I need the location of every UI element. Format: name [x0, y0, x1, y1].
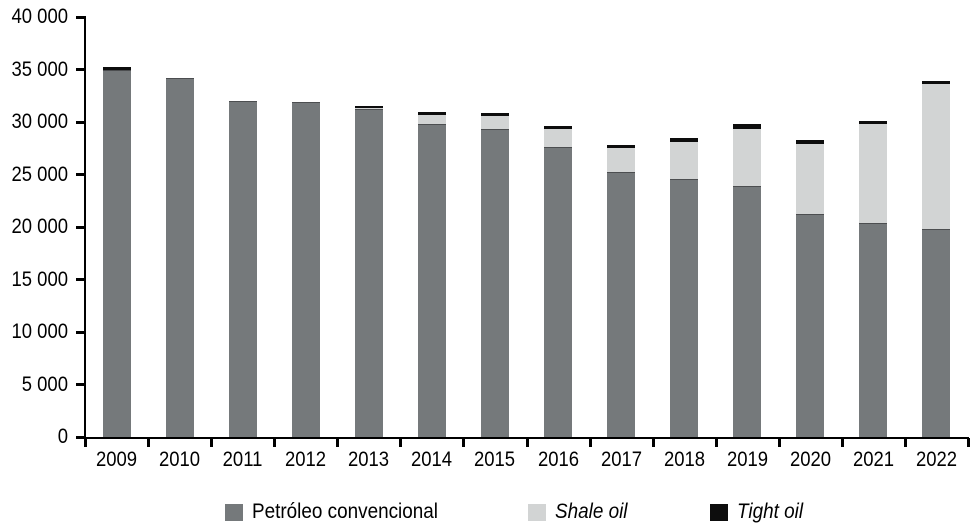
x-axis-label-2016: 2016	[537, 448, 579, 471]
x-axis-label-2022: 2022	[915, 448, 958, 471]
bar-segment-shale-oil-2016	[544, 129, 573, 148]
x-axis-tick	[210, 438, 214, 447]
y-axis-tick-label: 20 000	[11, 215, 68, 238]
x-axis-label-2009: 2009	[95, 448, 138, 471]
x-axis-tick	[840, 438, 844, 447]
y-axis-tick	[76, 278, 85, 281]
y-axis-tick	[76, 435, 85, 439]
legend-swatch-tight-oil	[710, 503, 728, 521]
y-axis-tick	[76, 15, 85, 19]
bar-segment-tight-oil-2020	[796, 139, 825, 145]
x-axis-label-2021: 2021	[852, 448, 894, 471]
bar-segment-petr-leo-convencional-2021	[859, 222, 888, 437]
bar-segment-petr-leo-convencional-2019	[733, 186, 762, 437]
bar-segment-tight-oil-2017	[607, 144, 636, 149]
x-axis-tick	[84, 438, 87, 447]
x-axis-tick	[903, 438, 907, 447]
y-axis-tick-label: 15 000	[11, 267, 68, 291]
y-axis-line	[84, 16, 86, 439]
x-axis-tick	[147, 438, 151, 447]
bar-segment-shale-oil-2013	[354, 107, 383, 110]
legend-item-tight-oil: Tight oil	[710, 498, 810, 526]
bar-segment-shale-oil-2021	[859, 124, 888, 223]
x-axis-tick	[714, 438, 718, 447]
y-axis-tick	[76, 330, 85, 334]
bar-segment-shale-oil-2018	[670, 141, 699, 179]
legend-label-tight-oil: Tight oil	[737, 500, 804, 523]
bar-segment-petr-leo-convencional-2016	[544, 147, 573, 437]
legend: Petróleo convencional Shale oil Tight oi…	[0, 498, 973, 528]
x-axis-label-2018: 2018	[663, 448, 705, 471]
x-axis-label-2013: 2013	[348, 448, 390, 471]
x-axis-tick	[777, 438, 781, 447]
legend-swatch-shale-oil	[528, 503, 546, 521]
legend-item-shale-oil: Shale oil	[528, 498, 636, 526]
bar-segment-tight-oil-2009	[102, 66, 131, 70]
bar-segment-shale-oil-2014	[417, 115, 446, 125]
bar-segment-tight-oil-2016	[544, 125, 573, 130]
bar-segment-shale-oil-2015	[480, 115, 509, 130]
bar-segment-petr-leo-convencional-2015	[480, 129, 509, 437]
x-axis-tick	[462, 438, 466, 447]
x-axis-label-2012: 2012	[285, 448, 327, 471]
y-axis-tick-label: 40 000	[11, 5, 68, 28]
x-axis-label-2019: 2019	[726, 448, 768, 471]
y-axis-tick-label: 10 000	[11, 320, 68, 343]
legend-label-petroleo-convencional: Petróleo convencional	[252, 500, 438, 523]
y-axis-tick	[76, 120, 85, 124]
y-axis-tick-label: 35 000	[11, 57, 68, 81]
x-axis-tick	[651, 438, 655, 447]
bar-segment-shale-oil-2017	[607, 148, 636, 173]
bar-segment-petr-leo-convencional-2013	[354, 109, 383, 437]
y-axis-tick	[76, 225, 85, 229]
x-axis-tick	[967, 438, 970, 447]
y-axis-tick-label: 5 000	[21, 372, 68, 396]
y-axis-tick	[76, 68, 85, 71]
y-axis-tick	[76, 383, 85, 386]
x-axis-tick	[525, 438, 529, 447]
bar-segment-petr-leo-convencional-2012	[291, 102, 320, 437]
bar-segment-tight-oil-2019	[733, 124, 762, 130]
bar-segment-shale-oil-2019	[733, 129, 762, 187]
x-axis-tick	[399, 438, 403, 447]
bar-segment-shale-oil-2020	[796, 144, 825, 215]
x-axis-label-2011: 2011	[222, 448, 263, 471]
x-axis-tick	[273, 438, 277, 447]
bar-segment-petr-leo-convencional-2017	[607, 172, 636, 437]
x-axis-label-2015: 2015	[474, 448, 516, 471]
bar-segment-tight-oil-2013	[354, 105, 383, 108]
bar-segment-tight-oil-2021	[859, 120, 888, 125]
bar-segment-petr-leo-convencional-2022	[922, 229, 951, 437]
bar-segment-tight-oil-2014	[417, 112, 446, 116]
y-axis-tick-label: 0	[57, 425, 68, 448]
bar-segment-tight-oil-2018	[670, 137, 699, 142]
x-axis-tick	[588, 438, 592, 447]
x-axis-label-2017: 2017	[600, 448, 642, 471]
bar-segment-petr-leo-convencional-2011	[228, 101, 257, 437]
legend-item-petroleo-convencional: Petróleo convencional	[225, 498, 459, 526]
legend-label-shale-oil: Shale oil	[555, 500, 628, 523]
bar-segment-tight-oil-2015	[480, 112, 509, 116]
x-axis-label-2010: 2010	[159, 448, 201, 471]
x-axis-label-2014: 2014	[411, 448, 453, 471]
bar-segment-petr-leo-convencional-2009	[102, 69, 131, 437]
x-axis-label-2020: 2020	[789, 448, 831, 471]
y-axis-tick	[76, 173, 85, 176]
bar-segment-shale-oil-2022	[922, 84, 951, 230]
y-axis-tick-label: 30 000	[11, 110, 68, 133]
legend-swatch-petroleo-convencional	[225, 503, 243, 521]
bar-segment-petr-leo-convencional-2018	[670, 178, 699, 437]
bar-segment-petr-leo-convencional-2010	[165, 77, 194, 437]
bar-segment-petr-leo-convencional-2014	[417, 124, 446, 437]
y-axis-tick-label: 25 000	[11, 162, 68, 186]
bar-segment-tight-oil-2022	[922, 81, 951, 85]
bar-segment-petr-leo-convencional-2020	[796, 214, 825, 437]
x-axis-tick	[336, 438, 340, 447]
